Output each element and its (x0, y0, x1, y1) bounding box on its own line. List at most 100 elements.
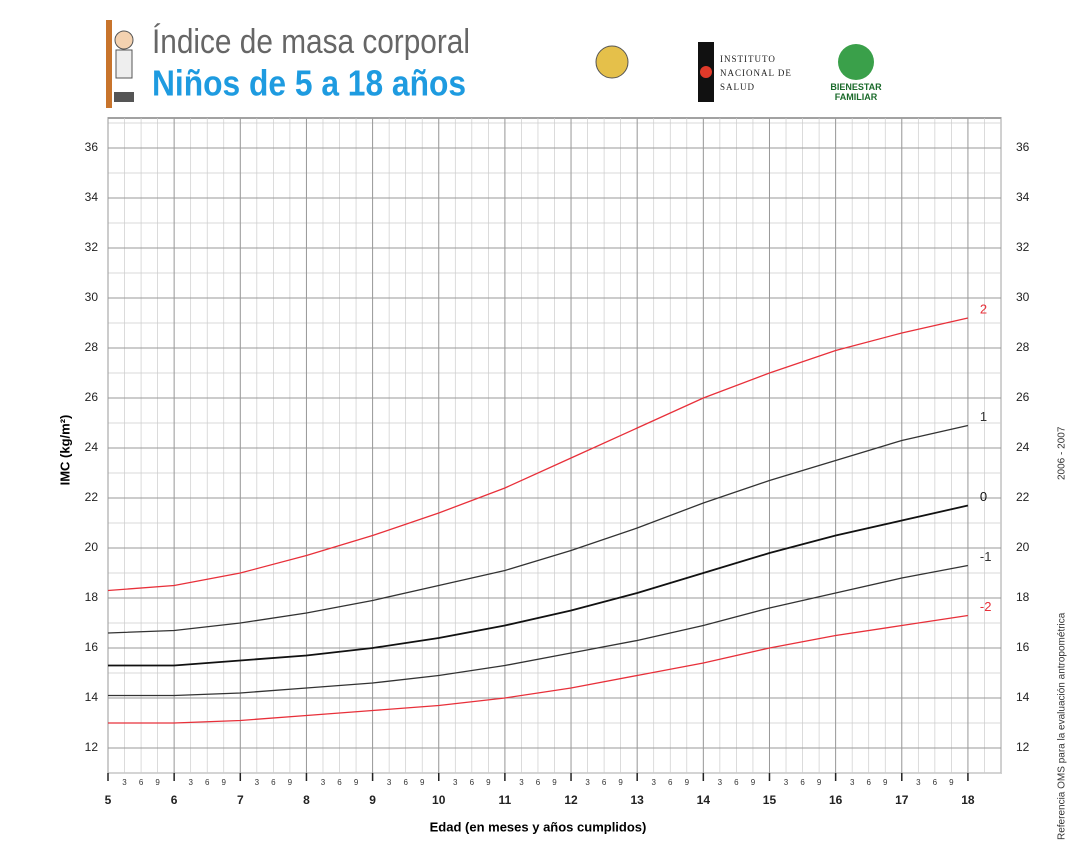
subtitle: Niños de 5 a 18 años (152, 63, 466, 104)
month-label: 3 (651, 778, 656, 787)
month-label: 9 (817, 778, 822, 787)
curve (108, 614, 969, 724)
month-label: 9 (883, 778, 888, 787)
x-tick-label: 7 (237, 793, 244, 807)
icbf-logo (838, 44, 874, 80)
month-label: 3 (453, 778, 458, 787)
month-label: 3 (718, 778, 723, 787)
y-tick-label: 36 (85, 140, 99, 154)
side-years: 2006 - 2007 (1057, 426, 1068, 480)
y-tick-label: 30 (85, 290, 99, 304)
y-tick-label: 32 (85, 240, 99, 254)
x-tick-label: 12 (564, 793, 578, 807)
y-tick-label-right: 32 (1016, 240, 1030, 254)
y-tick-label-right: 12 (1016, 740, 1030, 754)
month-label: 3 (321, 778, 326, 787)
y-tick-label: 12 (85, 740, 99, 754)
curve-label: -2 (980, 599, 992, 614)
y-tick-label: 28 (85, 340, 99, 354)
curve (107, 317, 969, 592)
x-tick-label: 10 (432, 793, 446, 807)
month-label: 6 (536, 778, 541, 787)
y-tick-label: 14 (85, 690, 99, 704)
month-label: 6 (470, 778, 475, 787)
child-icon (114, 30, 134, 50)
y-tick-label-right: 24 (1016, 440, 1030, 454)
y-tick-label: 18 (85, 590, 99, 604)
y-axis-title: IMC (kg/m²) (57, 415, 72, 486)
header: Índice de masa corporal Niños de 5 a 18 … (106, 20, 882, 108)
x-tick-label: 17 (895, 793, 909, 807)
month-label: 6 (602, 778, 607, 787)
y-tick-label-right: 28 (1016, 340, 1030, 354)
curve-label: -1 (980, 549, 992, 564)
month-label: 9 (288, 778, 293, 787)
month-label: 3 (850, 778, 855, 787)
x-axis-title: Edad (en meses y años cumplidos) (430, 819, 647, 834)
x-tick-label: 18 (961, 793, 975, 807)
y-tick-label-right: 16 (1016, 640, 1030, 654)
ruler (106, 20, 112, 108)
month-label: 6 (139, 778, 144, 787)
month-label: 9 (552, 778, 557, 787)
month-label: 6 (800, 778, 805, 787)
y-tick-label: 24 (85, 440, 99, 454)
month-label: 6 (337, 778, 342, 787)
y-tick-label-right: 34 (1016, 190, 1030, 204)
month-label: 9 (222, 778, 227, 787)
month-label: 6 (933, 778, 938, 787)
month-label: 9 (618, 778, 623, 787)
child-icon (115, 49, 133, 79)
x-tick-label: 15 (763, 793, 777, 807)
y-tick-label: 20 (85, 540, 99, 554)
coat-of-arms (595, 45, 629, 79)
month-label: 9 (685, 778, 690, 787)
month-label: 9 (751, 778, 756, 787)
month-label: 6 (403, 778, 408, 787)
y-tick-label-right: 36 (1016, 140, 1030, 154)
y-tick-label: 16 (85, 640, 99, 654)
month-label: 6 (668, 778, 673, 787)
y-tick-label: 34 (85, 190, 99, 204)
x-tick-label: 8 (303, 793, 310, 807)
icbf-text: BIENESTAR FAMILIAR (830, 82, 882, 102)
scale-icon (114, 92, 134, 102)
month-label: 6 (205, 778, 210, 787)
month-label: 9 (420, 778, 425, 787)
ins-text-box: Instituto Nacional de Salud (720, 54, 792, 92)
y-tick-label-right: 18 (1016, 590, 1030, 604)
x-tick-label: 13 (631, 793, 645, 807)
month-label: 3 (122, 778, 127, 787)
x-tick-label: 5 (105, 793, 112, 807)
y-tick-label: 26 (85, 390, 99, 404)
x-tick-label: 11 (499, 793, 512, 807)
month-label: 3 (255, 778, 260, 787)
icbf-text-box: BIENESTAR FAMILIAR (830, 82, 882, 102)
month-label: 6 (734, 778, 739, 787)
ins-text: Instituto Nacional de Salud (720, 54, 792, 92)
month-label: 3 (387, 778, 392, 787)
y-tick-label: 22 (85, 490, 99, 504)
month-label: 9 (354, 778, 359, 787)
y-tick-label-right: 14 (1016, 690, 1030, 704)
x-tick-label: 9 (369, 793, 376, 807)
month-label: 9 (486, 778, 491, 787)
curve (108, 564, 969, 697)
y-tick-label-right: 26 (1016, 390, 1030, 404)
y-tick-label-right: 20 (1016, 540, 1030, 554)
side-note: Referencia OMS para la evaluación antrop… (1057, 612, 1068, 840)
y-tick-label-right: 30 (1016, 290, 1030, 304)
month-label: 9 (155, 778, 160, 787)
month-label: 3 (188, 778, 193, 787)
x-tick-label: 14 (697, 793, 711, 807)
month-label: 6 (271, 778, 276, 787)
curve (108, 504, 969, 667)
month-label: 3 (784, 778, 789, 787)
ins-logo (700, 66, 712, 78)
x-tick-label: 16 (829, 793, 843, 807)
month-label: 3 (519, 778, 524, 787)
month-label: 3 (916, 778, 921, 787)
curve-label: 0 (980, 489, 987, 504)
title: Índice de masa corporal (152, 23, 470, 61)
